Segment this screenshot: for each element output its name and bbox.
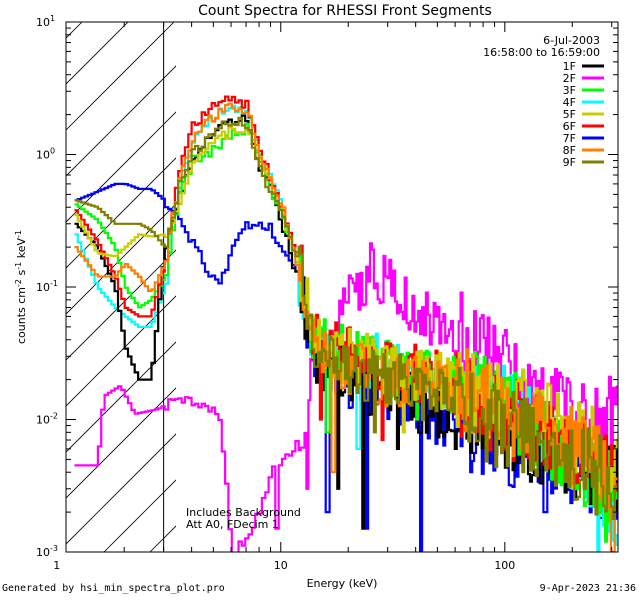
- hatch-line: [66, 65, 176, 177]
- y-tick-exp: -2: [50, 412, 58, 421]
- legend-label: 3F: [563, 84, 576, 97]
- y-tick-exp: -3: [50, 544, 58, 553]
- y-label-part: s: [15, 269, 28, 278]
- y-tick-base: 10: [36, 149, 50, 162]
- y-tick-label: 10-2: [36, 412, 58, 427]
- y-tick-base: 10: [36, 414, 50, 427]
- y-tick-label: 10-1: [36, 279, 58, 294]
- y-label-exp: -1: [14, 230, 23, 238]
- hatch-line: [0, 0, 66, 552]
- date-annotation: 6-Jul-2003: [543, 34, 600, 47]
- attenuator-annotation: Att A0, FDecim 1: [186, 518, 279, 531]
- x-tick-label: 10: [274, 559, 288, 572]
- y-tick-base: 10: [36, 281, 50, 294]
- y-label-exp: -2: [14, 279, 23, 287]
- legend-label: 1F: [563, 60, 576, 73]
- background-annotation: Includes Background: [186, 506, 301, 519]
- legend-label: 9F: [563, 156, 576, 169]
- time-range-annotation: 16:58:00 to 16:59:00: [483, 46, 600, 59]
- y-label-part: counts cm: [15, 287, 28, 344]
- series-line-6F: [74, 95, 618, 505]
- legend-label: 8F: [563, 144, 576, 157]
- timestamp-footer: 9-Apr-2023 21:36: [539, 583, 636, 594]
- y-tick-exp: 1: [50, 14, 55, 23]
- legend-label: 7F: [563, 132, 576, 145]
- hatch-line: [66, 341, 176, 453]
- legend-label: 5F: [563, 108, 576, 121]
- y-tick-base: 10: [36, 16, 50, 29]
- y-tick-label: 10-3: [36, 544, 58, 559]
- legend-label: 4F: [563, 96, 576, 109]
- hatch-line: [66, 387, 176, 499]
- y-label-part: keV: [15, 238, 28, 262]
- series-group: [74, 95, 618, 552]
- hatch-line: [66, 249, 176, 361]
- chart-title: Count Spectra for RHESSI Front Segments: [198, 3, 492, 19]
- y-tick-exp: 0: [50, 147, 55, 156]
- hatch-line: [66, 433, 176, 545]
- x-tick-label: 1: [53, 559, 60, 572]
- y-axis-label: counts cm-2 s-1 keV-1: [14, 230, 28, 344]
- hatch-line: [66, 111, 176, 223]
- legend-label: 2F: [563, 72, 576, 85]
- generated-by-footer: Generated by hsi_min_spectra_plot.pro: [2, 583, 225, 594]
- y-tick-exp: -1: [50, 279, 58, 288]
- y-tick-base: 10: [36, 546, 50, 559]
- x-tick-label: 100: [494, 559, 515, 572]
- series-line-9F: [74, 116, 618, 520]
- x-axis-label: Energy (keV): [307, 577, 378, 590]
- y-label-exp: -1: [14, 262, 23, 270]
- hatch-line: [66, 295, 176, 407]
- hatch-line: [66, 157, 176, 269]
- hatch-line: [66, 22, 175, 131]
- y-tick-label: 100: [36, 147, 55, 162]
- legend-label: 6F: [563, 120, 576, 133]
- y-tick-label: 101: [36, 14, 55, 29]
